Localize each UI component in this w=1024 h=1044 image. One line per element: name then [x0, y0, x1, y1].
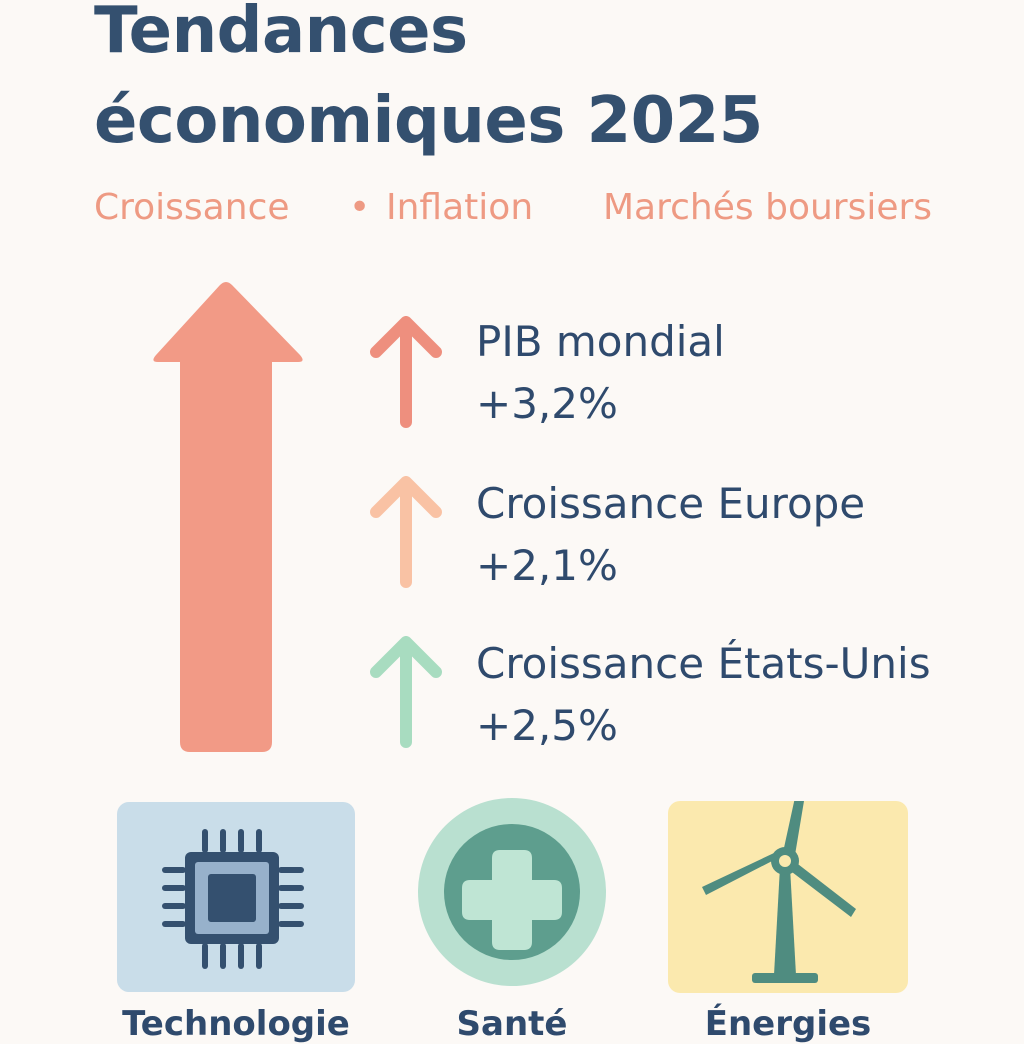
title-line-1: Tendances [94, 0, 468, 68]
subtitle-inflation: Inflation [386, 187, 534, 228]
large-up-arrow-icon [153, 282, 303, 752]
medical-cross-icon [444, 824, 580, 960]
stat-value: +2,1% [476, 541, 618, 590]
technology-tile [117, 802, 355, 992]
title-line-2: économiques 2025 [94, 84, 763, 158]
health-tile [418, 798, 606, 986]
stat-us-growth: Croissance États-Unis +2,5% [476, 633, 931, 757]
europe-up-arrow-icon [370, 476, 442, 588]
subtitle-growth: Croissance [94, 187, 290, 228]
subtitle-stock-markets: Marchés boursiers [603, 187, 933, 228]
sector-label-energy: Énergies [704, 1004, 872, 1044]
stat-global-gdp: PIB mondial +3,2% [476, 311, 725, 435]
sector-label-technology: Technologie [122, 1004, 350, 1044]
wind-turbine-icon [702, 801, 856, 983]
sector-label-health: Santé [456, 1004, 568, 1044]
stat-label: Croissance Europe [476, 479, 866, 528]
subtitle-separator: • [349, 187, 371, 228]
stat-europe-growth: Croissance Europe +2,1% [476, 473, 865, 597]
stat-label: Croissance États-Unis [476, 639, 931, 688]
page-title: Tendances économiques 2025 [94, 0, 763, 166]
energy-tile [668, 801, 908, 993]
us-up-arrow-icon [370, 636, 442, 748]
pib-up-arrow-icon [370, 316, 442, 428]
stat-value: +2,5% [476, 701, 618, 750]
stat-label: PIB mondial [476, 317, 725, 366]
chip-icon [162, 829, 304, 969]
stat-value: +3,2% [476, 379, 618, 428]
